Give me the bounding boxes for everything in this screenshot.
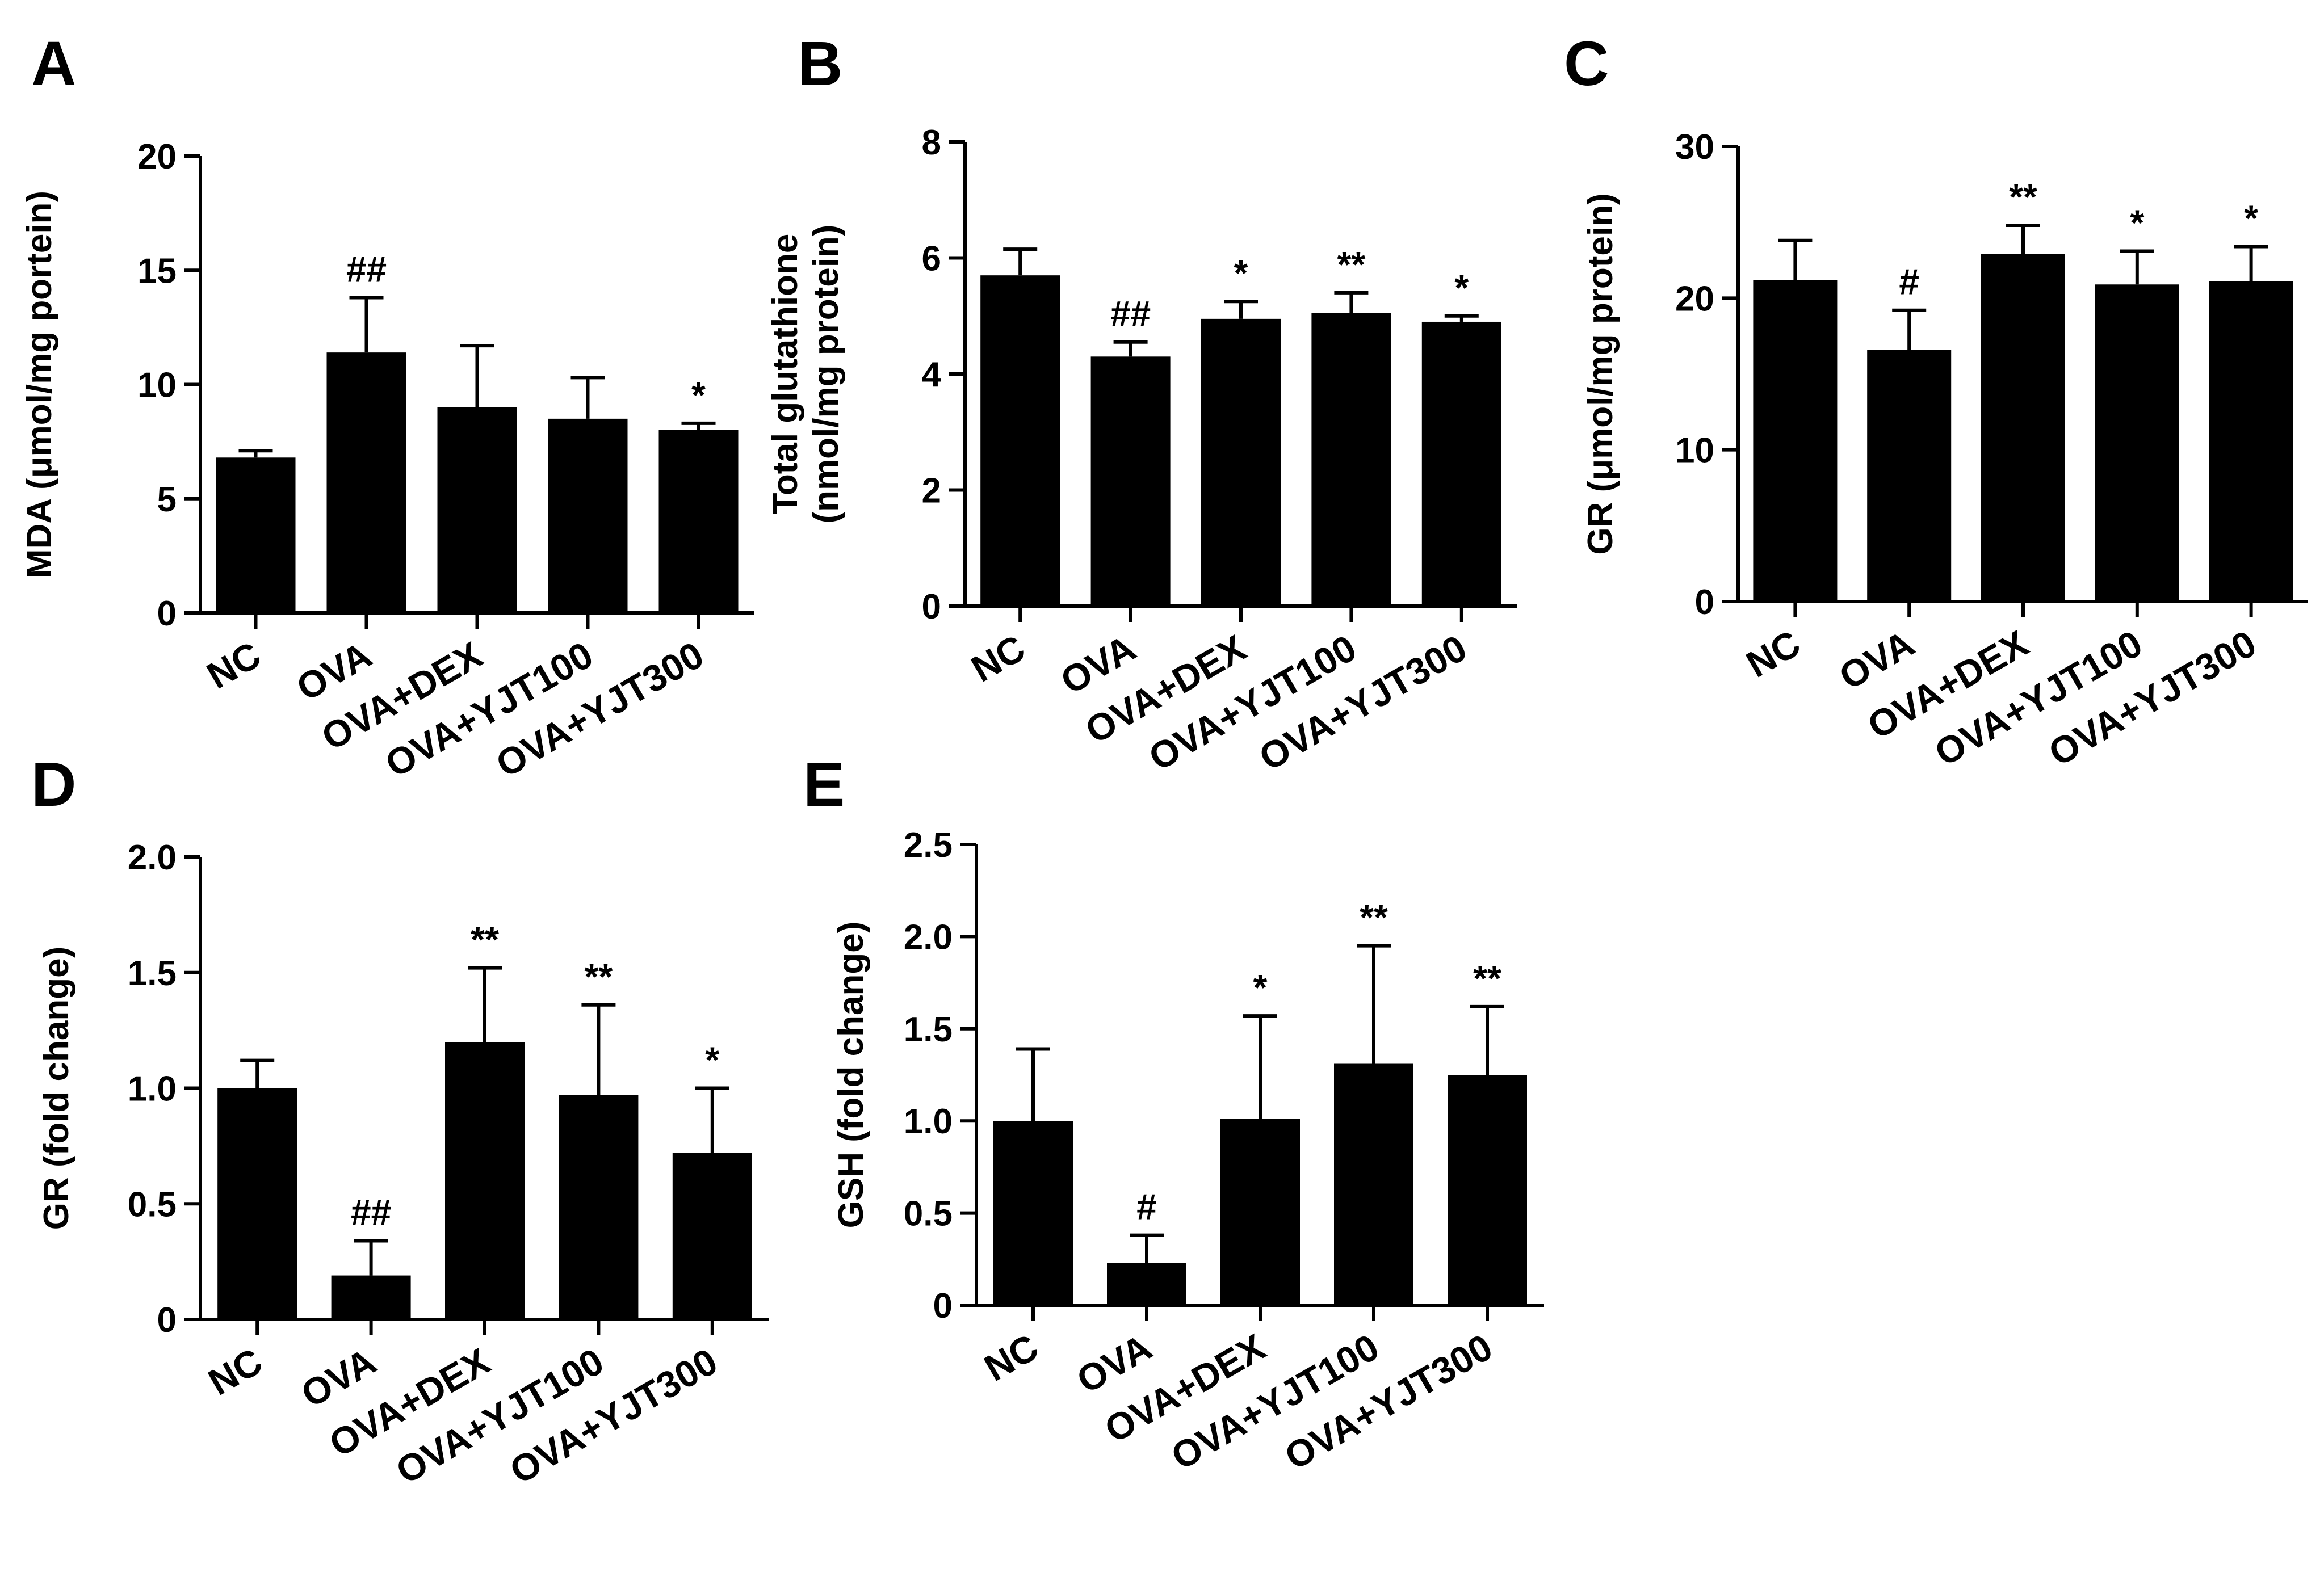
x-tick-label: NC bbox=[977, 1326, 1045, 1389]
y-tick-label: 2.0 bbox=[904, 918, 953, 957]
bar bbox=[1201, 318, 1281, 606]
significance-label: ** bbox=[1337, 244, 1365, 285]
y-tick-label: 20 bbox=[1675, 279, 1714, 318]
y-tick-label: 4 bbox=[922, 355, 942, 394]
bar bbox=[1107, 1263, 1186, 1305]
significance-label: ## bbox=[346, 249, 387, 290]
bar bbox=[445, 1042, 525, 1319]
y-tick-label: 0.5 bbox=[904, 1195, 953, 1234]
significance-label: ** bbox=[1473, 958, 1501, 999]
y-tick-label: 1.5 bbox=[128, 954, 177, 993]
bar bbox=[1090, 356, 1171, 606]
chart-panel-c: CGR (μmol/mg protein)0102030NC#OVA**OVA+… bbox=[1564, 29, 2308, 774]
y-tick-label: 10 bbox=[137, 366, 177, 405]
y-axis-title: GR (μmol/mg protein) bbox=[1581, 193, 1620, 554]
bar bbox=[217, 1088, 297, 1319]
significance-label: ** bbox=[1360, 897, 1388, 938]
y-axis-title: Total glutathione bbox=[766, 234, 805, 515]
y-tick-label: 2 bbox=[922, 472, 941, 511]
bar bbox=[1334, 1063, 1413, 1305]
bar bbox=[2095, 284, 2179, 602]
y-tick-label: 15 bbox=[137, 251, 177, 291]
bar bbox=[2209, 281, 2293, 602]
bar bbox=[672, 1153, 752, 1319]
significance-label: # bbox=[1136, 1187, 1157, 1227]
bar bbox=[1311, 313, 1391, 606]
y-axis-title: GSH (fold change) bbox=[832, 922, 871, 1229]
bar bbox=[658, 430, 739, 613]
y-tick-label: 2.5 bbox=[904, 826, 953, 865]
y-tick-label: 20 bbox=[137, 137, 177, 176]
significance-label: * bbox=[2244, 197, 2258, 238]
panel-letter: E bbox=[803, 750, 845, 819]
y-tick-label: 0 bbox=[157, 594, 177, 633]
panel-letter: A bbox=[31, 29, 76, 99]
significance-label: * bbox=[691, 375, 706, 415]
y-tick-label: 30 bbox=[1675, 128, 1714, 167]
x-tick-label: NC bbox=[1739, 622, 1807, 686]
bar bbox=[216, 457, 296, 613]
bar bbox=[993, 1121, 1073, 1305]
y-tick-label: 0.5 bbox=[128, 1185, 177, 1224]
bar bbox=[1448, 1075, 1527, 1305]
bar bbox=[331, 1275, 411, 1319]
y-tick-label: 1.5 bbox=[904, 1010, 953, 1049]
y-tick-label: 0 bbox=[1695, 583, 1714, 622]
significance-label: * bbox=[1454, 267, 1469, 308]
y-tick-label: 1.0 bbox=[128, 1070, 177, 1109]
bar bbox=[1981, 254, 2065, 602]
chart-panel-d: DGR (fold change)00.51.01.52.0NC##OVA**O… bbox=[31, 750, 769, 1492]
bar bbox=[1421, 321, 1501, 606]
panel-letter: C bbox=[1564, 29, 1609, 99]
significance-label: * bbox=[1234, 253, 1248, 293]
bar bbox=[1753, 280, 1838, 602]
y-tick-label: 8 bbox=[922, 123, 941, 162]
bar bbox=[559, 1095, 639, 1319]
y-axis-title: (nmol/mg protein) bbox=[807, 225, 846, 524]
bar bbox=[980, 275, 1060, 606]
y-tick-label: 6 bbox=[922, 239, 941, 279]
significance-label: ** bbox=[584, 956, 613, 997]
significance-label: ** bbox=[471, 919, 499, 960]
chart-panel-b: B Total glutathione (nmol/mg protein) 0 2 4 6 8… bbox=[766, 29, 1517, 779]
y-axis-title: MDA (μmol/mg portein) bbox=[20, 191, 59, 578]
y-tick-label: 0 bbox=[157, 1301, 177, 1340]
bar bbox=[1220, 1119, 1300, 1305]
bar bbox=[437, 407, 517, 613]
significance-label: * bbox=[1253, 967, 1268, 1008]
bar bbox=[326, 352, 406, 613]
significance-label: * bbox=[2130, 202, 2144, 243]
y-tick-label: 1.0 bbox=[904, 1102, 953, 1141]
y-tick-label: 0 bbox=[922, 587, 941, 627]
y-tick-label: 10 bbox=[1675, 431, 1714, 470]
y-tick-label: 2.0 bbox=[128, 838, 177, 877]
significance-label: * bbox=[705, 1040, 719, 1081]
x-tick-label: NC bbox=[200, 633, 268, 697]
y-tick-label: 0 bbox=[933, 1287, 953, 1326]
significance-label: # bbox=[1899, 262, 1919, 302]
bar bbox=[1867, 350, 1952, 602]
significance-label: ** bbox=[2009, 176, 2037, 217]
bar bbox=[548, 418, 628, 613]
x-tick-label: NC bbox=[964, 627, 1033, 690]
panel-letter: B bbox=[798, 29, 842, 99]
y-tick-label: 5 bbox=[157, 480, 177, 519]
y-axis-title: GR (fold change) bbox=[37, 947, 76, 1230]
significance-label: ## bbox=[1110, 293, 1151, 334]
panel-letter: D bbox=[31, 750, 76, 819]
significance-label: ## bbox=[351, 1192, 391, 1233]
x-tick-label: NC bbox=[202, 1340, 270, 1403]
